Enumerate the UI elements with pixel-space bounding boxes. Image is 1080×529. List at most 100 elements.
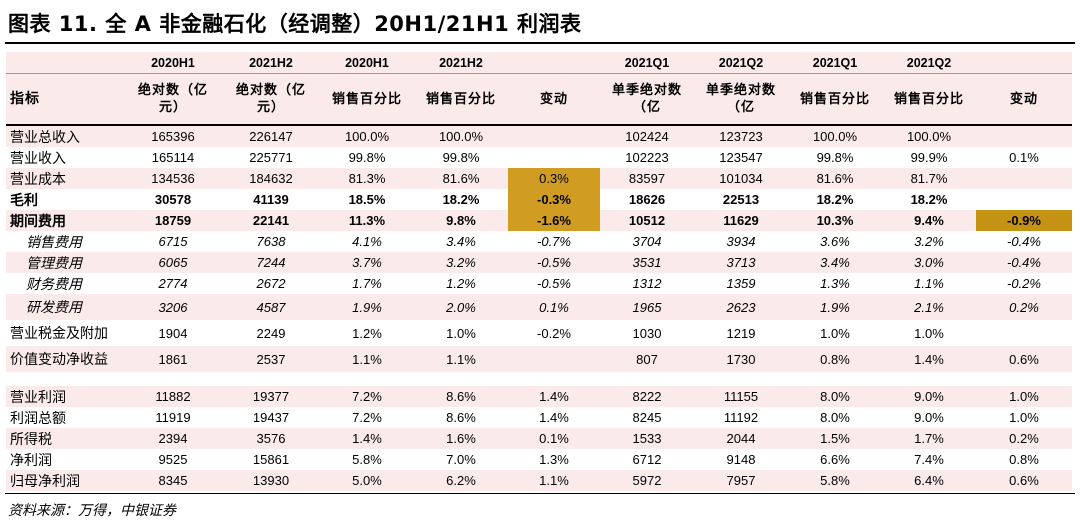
- table-row: 营业成本 134536 184632 81.3% 81.6% 0.3% 8359…: [6, 168, 1072, 189]
- header-year-cell: 2021Q1: [600, 52, 694, 74]
- table-cell: 9.0%: [882, 407, 976, 428]
- table-row: 利润总额 11919 19437 7.2% 8.6% 1.4% 8245 111…: [6, 407, 1072, 428]
- table-cell: 2774: [124, 273, 222, 294]
- table-cell: 0.1%: [976, 147, 1072, 168]
- table-cell: 1.1%: [882, 273, 976, 294]
- header-label-cell: 销售百分比: [414, 73, 508, 126]
- table-cell: 8.0%: [788, 407, 882, 428]
- table-row: 期间费用 18759 22141 11.3% 9.8% -1.6% 10512 …: [6, 210, 1072, 231]
- table-cell: [508, 125, 600, 147]
- table-cell: 8245: [600, 407, 694, 428]
- table-cell: 3.0%: [882, 252, 976, 273]
- table-cell: 81.6%: [788, 168, 882, 189]
- table-cell: 6715: [124, 231, 222, 252]
- table-cell: 134536: [124, 168, 222, 189]
- table-cell: 2623: [694, 294, 788, 320]
- table-cell: 7.2%: [320, 407, 414, 428]
- row-label: 营业税金及附加: [6, 320, 124, 346]
- table-cell: 3576: [222, 428, 320, 449]
- table-cell: [508, 346, 600, 372]
- table-cell: 5.8%: [788, 470, 882, 491]
- table-row: 毛利 30578 41139 18.5% 18.2% -0.3% 18626 2…: [6, 189, 1072, 210]
- table-cell: 6065: [124, 252, 222, 273]
- header-label-cell: 绝对数（亿元）: [124, 73, 222, 126]
- table-cell: 1.5%: [788, 428, 882, 449]
- table-cell: 1.1%: [508, 470, 600, 491]
- row-label: 价值变动净收益: [6, 346, 124, 372]
- header-year-cell: 2021H2: [222, 52, 320, 74]
- table-cell: 3.2%: [414, 252, 508, 273]
- table-cell: 9525: [124, 449, 222, 470]
- income-statement-table: 2020H1 2021H2 2020H1 2021H2 2021Q1 2021Q…: [6, 52, 1072, 491]
- table-cell: -0.7%: [508, 231, 600, 252]
- table-cell: 0.6%: [976, 470, 1072, 491]
- table-row: 净利润 9525 15861 5.8% 7.0% 1.3% 6712 9148 …: [6, 449, 1072, 470]
- table-cell: -0.4%: [976, 252, 1072, 273]
- table-cell: 10.3%: [788, 210, 882, 231]
- table-cell: 18.2%: [788, 189, 882, 210]
- table-cell: 3531: [600, 252, 694, 273]
- table-cell: 9.8%: [414, 210, 508, 231]
- table-cell: 1.1%: [414, 346, 508, 372]
- table-cell: 18759: [124, 210, 222, 231]
- table-cell: 1.0%: [976, 386, 1072, 407]
- row-label: 所得税: [6, 428, 124, 449]
- row-label: 财务费用: [6, 273, 124, 294]
- table-cell: 3934: [694, 231, 788, 252]
- table-cell: -0.5%: [508, 252, 600, 273]
- table-cell: 0.8%: [976, 449, 1072, 470]
- table-cell: 226147: [222, 125, 320, 147]
- table-cell: 100.0%: [788, 125, 882, 147]
- header-year-cell: [508, 52, 600, 74]
- table-cell: 1.7%: [882, 428, 976, 449]
- table-cell: 123547: [694, 147, 788, 168]
- table-cell: 22513: [694, 189, 788, 210]
- table-cell: 1.4%: [508, 407, 600, 428]
- table-cell: 18.5%: [320, 189, 414, 210]
- table-cell: 6.2%: [414, 470, 508, 491]
- table-cell: [976, 168, 1072, 189]
- row-label: 营业成本: [6, 168, 124, 189]
- table-cell: 18.2%: [882, 189, 976, 210]
- table-cell: 5.8%: [320, 449, 414, 470]
- table-cell: 6.6%: [788, 449, 882, 470]
- table-row: 营业税金及附加 1904 2249 1.2% 1.0% -0.2% 1030 1…: [6, 320, 1072, 346]
- table-cell: 101034: [694, 168, 788, 189]
- row-label: 营业利润: [6, 386, 124, 407]
- header-label-row: 指标 绝对数（亿元） 绝对数（亿元） 销售百分比 销售百分比 变动 单季绝对数（…: [6, 73, 1072, 126]
- table-row: 研发费用 3206 4587 1.9% 2.0% 0.1% 1965 2623 …: [6, 294, 1072, 320]
- table-cell: 3704: [600, 231, 694, 252]
- header-label-cell: 变动: [508, 73, 600, 126]
- table-cell: 1.4%: [882, 346, 976, 372]
- table-cell: 1965: [600, 294, 694, 320]
- table-cell: 3.4%: [788, 252, 882, 273]
- table-cell: 1359: [694, 273, 788, 294]
- table-row: 价值变动净收益 1861 2537 1.1% 1.1% 807 1730 0.8…: [6, 346, 1072, 372]
- table-cell: 81.6%: [414, 168, 508, 189]
- table-cell: 3.6%: [788, 231, 882, 252]
- header-label-cell: 绝对数（亿元）: [222, 73, 320, 126]
- table-cell: 100.0%: [414, 125, 508, 147]
- table-cell: 6.4%: [882, 470, 976, 491]
- spacer-row: [6, 372, 1072, 386]
- table-cell: 3713: [694, 252, 788, 273]
- table-cell: [976, 125, 1072, 147]
- highlighted-change-cell: -0.3%: [508, 189, 600, 210]
- table-row: 财务费用 2774 2672 1.7% 1.2% -0.5% 1312 1359…: [6, 273, 1072, 294]
- table-cell: 1.0%: [976, 407, 1072, 428]
- table-cell: 11919: [124, 407, 222, 428]
- table-cell: 100.0%: [320, 125, 414, 147]
- header-year-cell: [6, 52, 124, 74]
- header-label-cell: 变动: [976, 73, 1072, 126]
- table-cell: 15861: [222, 449, 320, 470]
- table-row: 归母净利润 8345 13930 5.0% 6.2% 1.1% 5972 795…: [6, 470, 1072, 491]
- table-cell: 1904: [124, 320, 222, 346]
- table-cell: 2537: [222, 346, 320, 372]
- header-year-row: 2020H1 2021H2 2020H1 2021H2 2021Q1 2021Q…: [6, 52, 1072, 74]
- table-row: 管理费用 6065 7244 3.7% 3.2% -0.5% 3531 3713…: [6, 252, 1072, 273]
- table-cell: 3206: [124, 294, 222, 320]
- table-cell: 19437: [222, 407, 320, 428]
- table-cell: 6712: [600, 449, 694, 470]
- table-cell: 5972: [600, 470, 694, 491]
- table-cell: 19377: [222, 386, 320, 407]
